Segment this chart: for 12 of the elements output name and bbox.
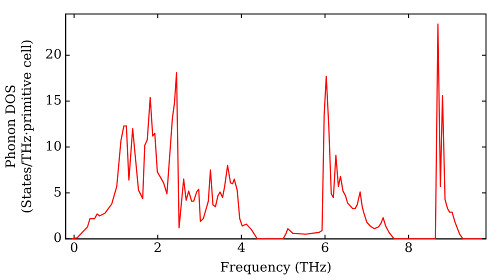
y-axis-title: Phonon DOS (States/THz·primitive cell) bbox=[4, 39, 35, 214]
y-tick-label: 20 bbox=[45, 48, 62, 63]
y-tick-label: 15 bbox=[45, 94, 62, 109]
y-tick-label: 5 bbox=[53, 185, 62, 200]
x-tick-label: 8 bbox=[404, 240, 413, 256]
x-tick-label: 2 bbox=[154, 240, 162, 256]
y-tick-label: 0 bbox=[53, 231, 62, 246]
x-tick-label: 4 bbox=[237, 240, 246, 256]
y-tick-label: 10 bbox=[45, 139, 62, 154]
x-axis-title: Frequency (THz) bbox=[220, 260, 332, 276]
x-tick-label: 0 bbox=[70, 240, 78, 256]
x-tick-label: 6 bbox=[320, 240, 330, 256]
